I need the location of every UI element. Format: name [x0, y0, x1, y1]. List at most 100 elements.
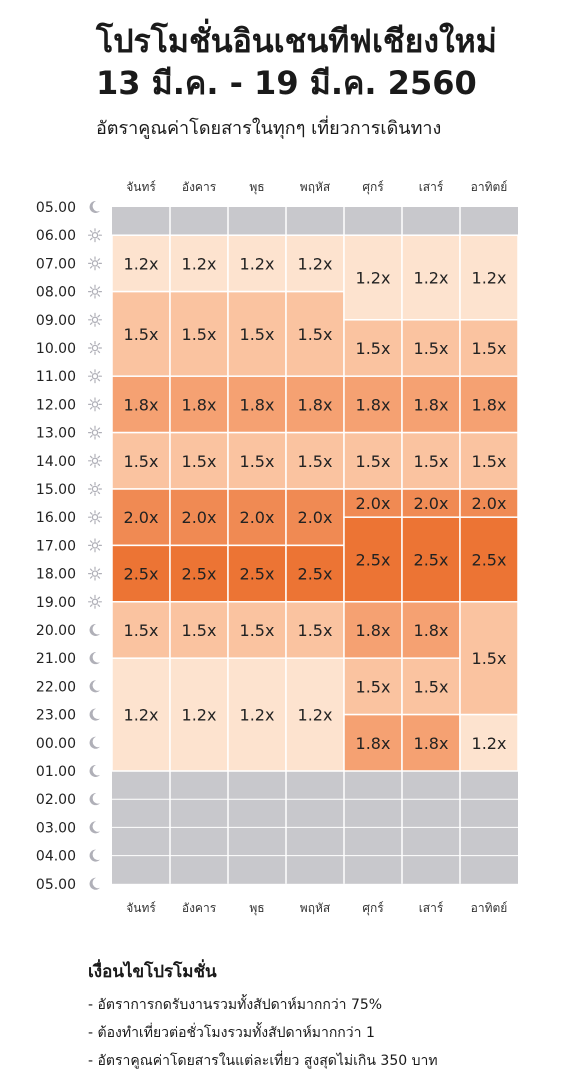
multiplier-label: 1.5x	[240, 325, 275, 344]
sun-ray	[89, 378, 93, 382]
sun-ray	[97, 314, 101, 318]
multiplier-label: 1.5x	[414, 339, 449, 358]
sun-icon	[91, 288, 99, 295]
multiplier-label: 1.5x	[472, 339, 507, 358]
time-label: 07.00	[36, 256, 76, 272]
sun-ray	[89, 463, 93, 466]
multiplier-label: 1.2x	[414, 269, 449, 288]
sun-icon	[91, 429, 99, 436]
sun-ray	[97, 463, 101, 466]
moon-icon	[89, 736, 100, 749]
sun-ray	[97, 427, 101, 431]
multiplier-block	[111, 234, 171, 293]
multiplier-label: 2.0x	[472, 494, 507, 513]
sun-ray	[97, 342, 101, 346]
multiplier-label: 2.0x	[124, 508, 159, 527]
day-header-bottom: จันทร์	[126, 901, 156, 915]
multiplier-label: 2.5x	[472, 551, 507, 570]
time-label: 23.00	[36, 708, 76, 724]
day-header-bottom: เสาร์	[419, 901, 444, 915]
multiplier-label: 1.2x	[182, 706, 217, 725]
multiplier-label: 2.0x	[298, 508, 333, 527]
multiplier-block	[111, 601, 171, 659]
multiplier-block	[111, 657, 171, 772]
time-label: 12.00	[36, 397, 76, 413]
time-label: 16.00	[36, 510, 76, 526]
multiplier-label: 1.2x	[472, 734, 507, 753]
sun-ray	[97, 293, 101, 297]
multiplier-block	[227, 375, 287, 434]
sun-ray	[89, 427, 93, 431]
day-header-bottom: พุธ	[249, 901, 264, 916]
day-header-top: อาทิตย์	[471, 180, 508, 194]
sun-ray	[89, 371, 93, 374]
multiplier-label: 1.8x	[414, 734, 449, 753]
fare-multiplier-heatmap: 1.2x 1.5x 1.8x 1.5x 2.0x 2.5x 1.5x 1.2x 1.2x 1.5x…	[36, 180, 519, 916]
time-label: 02.00	[36, 792, 76, 808]
sun-icon	[91, 372, 99, 380]
multiplier-block	[169, 488, 229, 547]
multiplier-block	[343, 657, 403, 716]
multiplier-label: 1.8x	[472, 395, 507, 414]
sun-ray	[89, 350, 93, 354]
sun-ray	[97, 406, 101, 410]
day-header-bottom: อังคาร	[182, 901, 217, 915]
multiplier-label: 1.5x	[240, 452, 275, 471]
sun-ray	[89, 286, 93, 290]
multiplier-label: 1.5x	[472, 452, 507, 471]
multiplier-block	[459, 234, 519, 321]
sun-ray	[89, 265, 93, 269]
multiplier-label: 1.5x	[414, 452, 449, 471]
sun-ray	[89, 230, 93, 233]
multiplier-label: 1.5x	[356, 452, 391, 471]
multiplier-block	[169, 544, 229, 603]
sun-icon	[91, 316, 99, 324]
sun-icon	[91, 513, 99, 521]
time-label: 14.00	[36, 454, 76, 470]
sun-icon	[91, 485, 99, 493]
multiplier-label: 1.2x	[298, 706, 333, 725]
multiplier-block	[401, 488, 461, 518]
moon-icon	[89, 623, 100, 636]
multiplier-label: 2.0x	[356, 494, 391, 513]
sun-ray	[89, 540, 93, 544]
condition-item: - อัตราการกดรับงานรวมทั้งสัปดาห์มากกว่า …	[88, 997, 383, 1013]
multiplier-label: 1.8x	[182, 395, 217, 414]
multiplier-block	[401, 234, 461, 321]
multiplier-block	[459, 601, 519, 716]
sun-ray	[97, 519, 101, 523]
multiplier-label: 1.5x	[182, 452, 217, 471]
multiplier-label: 2.5x	[124, 565, 159, 584]
multiplier-label: 1.2x	[240, 706, 275, 725]
multiplier-label: 1.5x	[298, 621, 333, 640]
sun-ray	[89, 237, 93, 241]
sun-ray	[97, 575, 101, 579]
sun-ray	[89, 342, 93, 346]
multiplier-block	[227, 657, 287, 772]
sun-ray	[97, 265, 101, 269]
sun-ray	[97, 604, 101, 607]
sun-ray	[89, 604, 93, 607]
multiplier-label: 2.5x	[298, 565, 333, 584]
multiplier-label: 1.2x	[240, 254, 275, 273]
multiplier-block	[227, 488, 287, 547]
sun-ray	[89, 483, 93, 487]
time-label: 05.00	[36, 877, 76, 893]
sun-icon	[91, 542, 99, 549]
sun-icon	[91, 344, 99, 352]
sun-ray	[89, 512, 93, 515]
sun-ray	[97, 237, 101, 241]
sun-icon	[91, 231, 99, 239]
date-range: 13 มี.ค. - 19 มี.ค. 2560	[96, 64, 477, 102]
moon-icon	[89, 200, 100, 213]
sun-ray	[97, 568, 101, 572]
multiplier-label: 1.5x	[356, 339, 391, 358]
multiplier-block	[169, 657, 229, 772]
multiplier-label: 1.5x	[240, 621, 275, 640]
multiplier-label: 2.0x	[414, 494, 449, 513]
sun-ray	[97, 434, 101, 438]
sun-icon	[91, 598, 99, 606]
multiplier-label: 1.2x	[182, 254, 217, 273]
moon-icon	[89, 764, 100, 777]
sun-ray	[89, 519, 93, 523]
